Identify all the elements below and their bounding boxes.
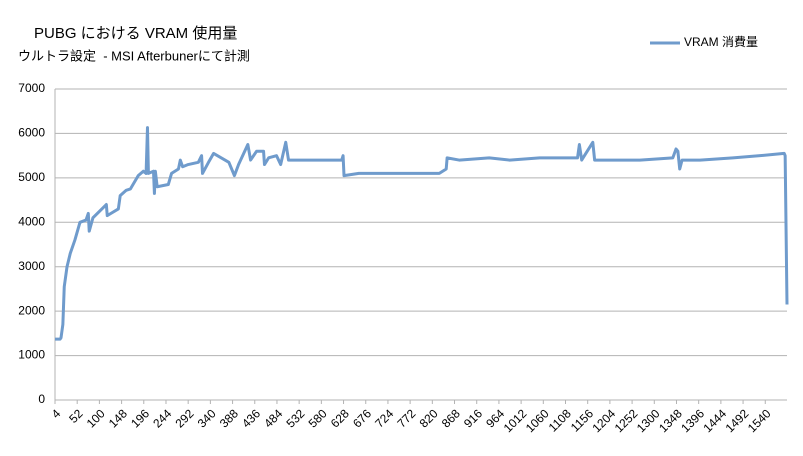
x-tick-label: 772 — [394, 406, 418, 430]
x-tick-label: 244 — [150, 406, 174, 430]
y-tick-label: 5000 — [18, 170, 45, 184]
x-tick-label: 1252 — [612, 406, 641, 435]
y-tick-label: 4000 — [18, 214, 45, 228]
x-tick-label: 820 — [417, 406, 441, 430]
x-tick-label: 1540 — [745, 406, 774, 435]
x-tick-label: 1204 — [589, 406, 618, 435]
y-tick-label: 6000 — [18, 126, 45, 140]
x-tick-label: 196 — [128, 406, 152, 430]
x-tick-label: 4 — [49, 406, 64, 421]
x-tick-label: 1156 — [568, 406, 596, 434]
x-tick-label: 1060 — [523, 406, 552, 435]
x-tick-label: 1492 — [723, 406, 752, 435]
legend-label: VRAM 消費量 — [684, 34, 758, 49]
x-tick-label: 1396 — [678, 406, 707, 435]
x-tick-label: 100 — [84, 406, 108, 430]
x-tick-label: 388 — [217, 406, 241, 430]
x-tick-label: 52 — [66, 406, 86, 426]
x-tick-label: 916 — [461, 406, 485, 430]
x-tick-label: 484 — [261, 406, 285, 430]
x-tick-label: 1108 — [546, 406, 574, 434]
x-tick-label: 292 — [172, 406, 196, 430]
chart-title: PUBG における VRAM 使用量 — [34, 25, 237, 42]
x-tick-label: 1444 — [700, 406, 729, 435]
y-tick-label: 7000 — [18, 81, 45, 95]
x-tick-label: 724 — [372, 406, 396, 430]
y-tick-label: 2000 — [18, 303, 45, 317]
x-tick-label: 1348 — [656, 406, 685, 435]
x-tick-label: 532 — [283, 406, 307, 430]
data-line — [55, 126, 789, 341]
x-tick-label: 436 — [239, 406, 263, 430]
x-tick-label: 868 — [439, 406, 463, 430]
y-tick-label: 0 — [38, 392, 45, 406]
x-tick-label: 628 — [328, 406, 352, 430]
x-tick-label: 1300 — [634, 406, 663, 435]
x-tick-label: 148 — [106, 406, 130, 430]
x-tick-label: 1012 — [501, 406, 530, 435]
x-tick-label: 580 — [306, 406, 330, 430]
y-tick-label: 3000 — [18, 259, 45, 273]
y-tick-label: 1000 — [18, 348, 45, 362]
x-tick-label: 676 — [350, 406, 374, 430]
chart-subtitle: ウルトラ設定 - MSI Afterbunerにて計測 — [18, 48, 250, 63]
x-tick-label: 340 — [195, 406, 219, 430]
